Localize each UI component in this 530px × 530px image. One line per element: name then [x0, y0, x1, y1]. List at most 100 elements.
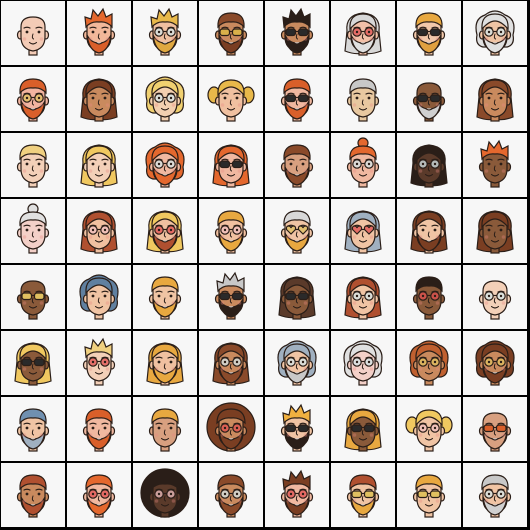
- nose: [229, 363, 232, 370]
- nose: [427, 495, 430, 502]
- avatar-tile: [133, 463, 197, 527]
- nose: [427, 165, 430, 172]
- cheek: [39, 433, 44, 437]
- cheek: [352, 37, 357, 41]
- avatar-face-icon: [476, 78, 514, 122]
- mouth: [94, 503, 104, 507]
- cheek: [154, 433, 159, 437]
- hair-front: [150, 474, 180, 491]
- eye: [235, 228, 239, 232]
- eye: [367, 294, 371, 298]
- eyebrow: [23, 26, 31, 29]
- avatar-face-icon: [16, 16, 50, 56]
- nose: [31, 33, 34, 40]
- eyebrow: [35, 356, 43, 359]
- glasses-lens: [231, 292, 243, 301]
- eyebrow: [497, 92, 505, 95]
- avatar-tile: [265, 265, 329, 329]
- avatar-tile: [199, 265, 263, 329]
- mouth: [226, 173, 236, 177]
- cheek: [286, 301, 291, 305]
- cheek: [154, 367, 159, 371]
- cheek: [369, 103, 374, 107]
- eyebrow: [101, 422, 109, 425]
- eyebrow: [89, 92, 97, 95]
- eyebrow: [89, 422, 97, 425]
- avatar-face-icon: [82, 474, 116, 518]
- nose: [31, 495, 34, 502]
- avatar-tile: [265, 397, 329, 461]
- eyebrow: [431, 92, 439, 95]
- eyebrow: [419, 224, 427, 227]
- avatar-tile: [397, 199, 461, 263]
- hair-front: [349, 78, 377, 95]
- eye: [157, 228, 161, 232]
- eye: [301, 360, 305, 364]
- eye: [157, 162, 161, 166]
- avatar-tile: [199, 199, 263, 263]
- avatar-face-icon: [475, 340, 515, 386]
- eye: [421, 426, 425, 430]
- nose: [493, 429, 496, 436]
- nose: [493, 495, 496, 502]
- avatar-tile: [463, 397, 527, 461]
- avatar-face-icon: [280, 78, 314, 122]
- cheek: [418, 37, 423, 41]
- hair-front: [283, 78, 311, 95]
- mouth: [226, 41, 236, 45]
- cheek: [303, 235, 308, 239]
- hair-front: [19, 211, 47, 227]
- nose: [97, 297, 100, 304]
- avatar-tile: [1, 1, 65, 65]
- avatar-face-icon: [412, 276, 446, 320]
- cheek: [435, 169, 440, 173]
- hair-front: [19, 474, 47, 491]
- hair-front: [415, 211, 443, 229]
- glasses-lens: [297, 28, 309, 37]
- mouth: [424, 41, 434, 45]
- eyebrow: [23, 290, 31, 293]
- avatar-face-icon: [16, 474, 50, 518]
- avatar-tile: [1, 331, 65, 395]
- nose: [97, 165, 100, 172]
- avatar-face-icon: [280, 144, 314, 188]
- avatar-face-icon: [16, 408, 50, 452]
- eye: [499, 360, 503, 364]
- eyebrow: [497, 224, 505, 227]
- eyebrow: [233, 92, 241, 95]
- cheek: [88, 433, 93, 437]
- hair-front: [415, 145, 443, 163]
- hair-front: [85, 474, 113, 491]
- cheek: [418, 235, 423, 239]
- hair-front: [349, 409, 377, 427]
- eye: [103, 30, 107, 34]
- eyebrow: [221, 290, 229, 293]
- mouth: [28, 107, 38, 111]
- eye: [37, 228, 41, 232]
- cheek: [418, 499, 423, 503]
- avatar-tile: [331, 67, 395, 131]
- eye: [499, 162, 503, 166]
- mouth: [28, 305, 38, 309]
- eye: [169, 162, 173, 166]
- avatar-face-icon: [82, 408, 116, 452]
- mouth: [490, 305, 500, 309]
- eye: [235, 492, 239, 496]
- avatar-face-icon: [16, 78, 50, 122]
- glasses-lens: [417, 94, 429, 103]
- cheek: [369, 169, 374, 173]
- nose: [229, 165, 232, 172]
- cheek: [22, 169, 27, 173]
- hair-front: [216, 408, 246, 425]
- avatar-tile: [463, 133, 527, 197]
- cheek: [105, 235, 110, 239]
- eye: [169, 294, 173, 298]
- avatar-tile: [397, 133, 461, 197]
- cheek: [237, 103, 242, 107]
- mouth: [226, 437, 236, 441]
- avatar-face-icon: [475, 10, 515, 56]
- mouth: [358, 503, 368, 507]
- cheek: [501, 301, 506, 305]
- eyebrow: [287, 158, 295, 161]
- eye: [37, 96, 41, 100]
